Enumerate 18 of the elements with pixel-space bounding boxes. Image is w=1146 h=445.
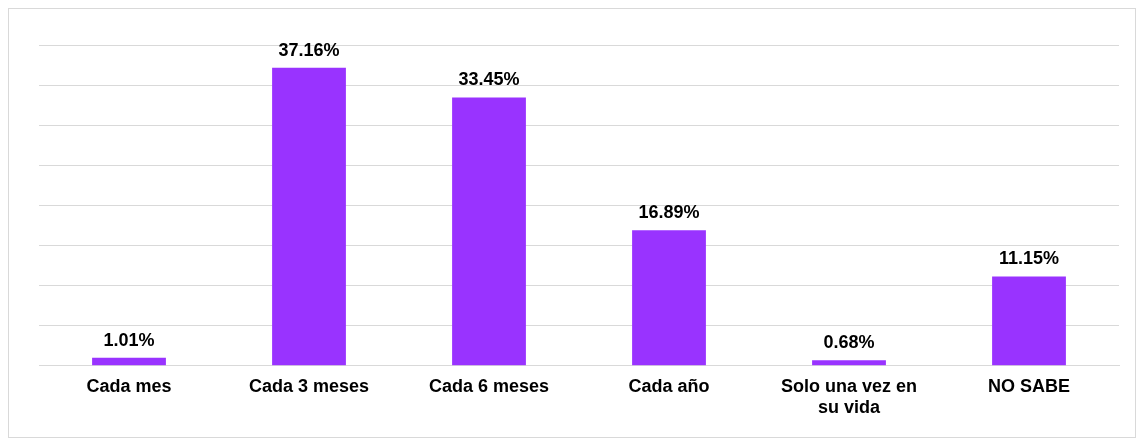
bar — [992, 276, 1066, 366]
data-label: 37.16% — [278, 39, 340, 60]
x-tick-label: Cada 6 meses — [428, 375, 550, 396]
x-tick-label: Cada 3 meses — [248, 375, 370, 396]
data-label: 33.45% — [458, 69, 520, 90]
x-tick-label: NO SABE — [987, 375, 1071, 396]
bar — [452, 97, 526, 366]
x-tick-label: Cada mes — [86, 375, 172, 396]
x-tick-label: Solo una vez en su vida — [780, 375, 918, 418]
data-label: 0.68% — [823, 332, 875, 353]
bar — [632, 230, 706, 366]
bar — [812, 360, 886, 366]
data-label: 11.15% — [998, 248, 1060, 269]
data-label: 1.01% — [103, 329, 155, 350]
bar — [272, 67, 346, 366]
data-label: 16.89% — [638, 202, 700, 223]
bar — [92, 357, 166, 366]
x-tick-label: Cada año — [628, 375, 710, 396]
